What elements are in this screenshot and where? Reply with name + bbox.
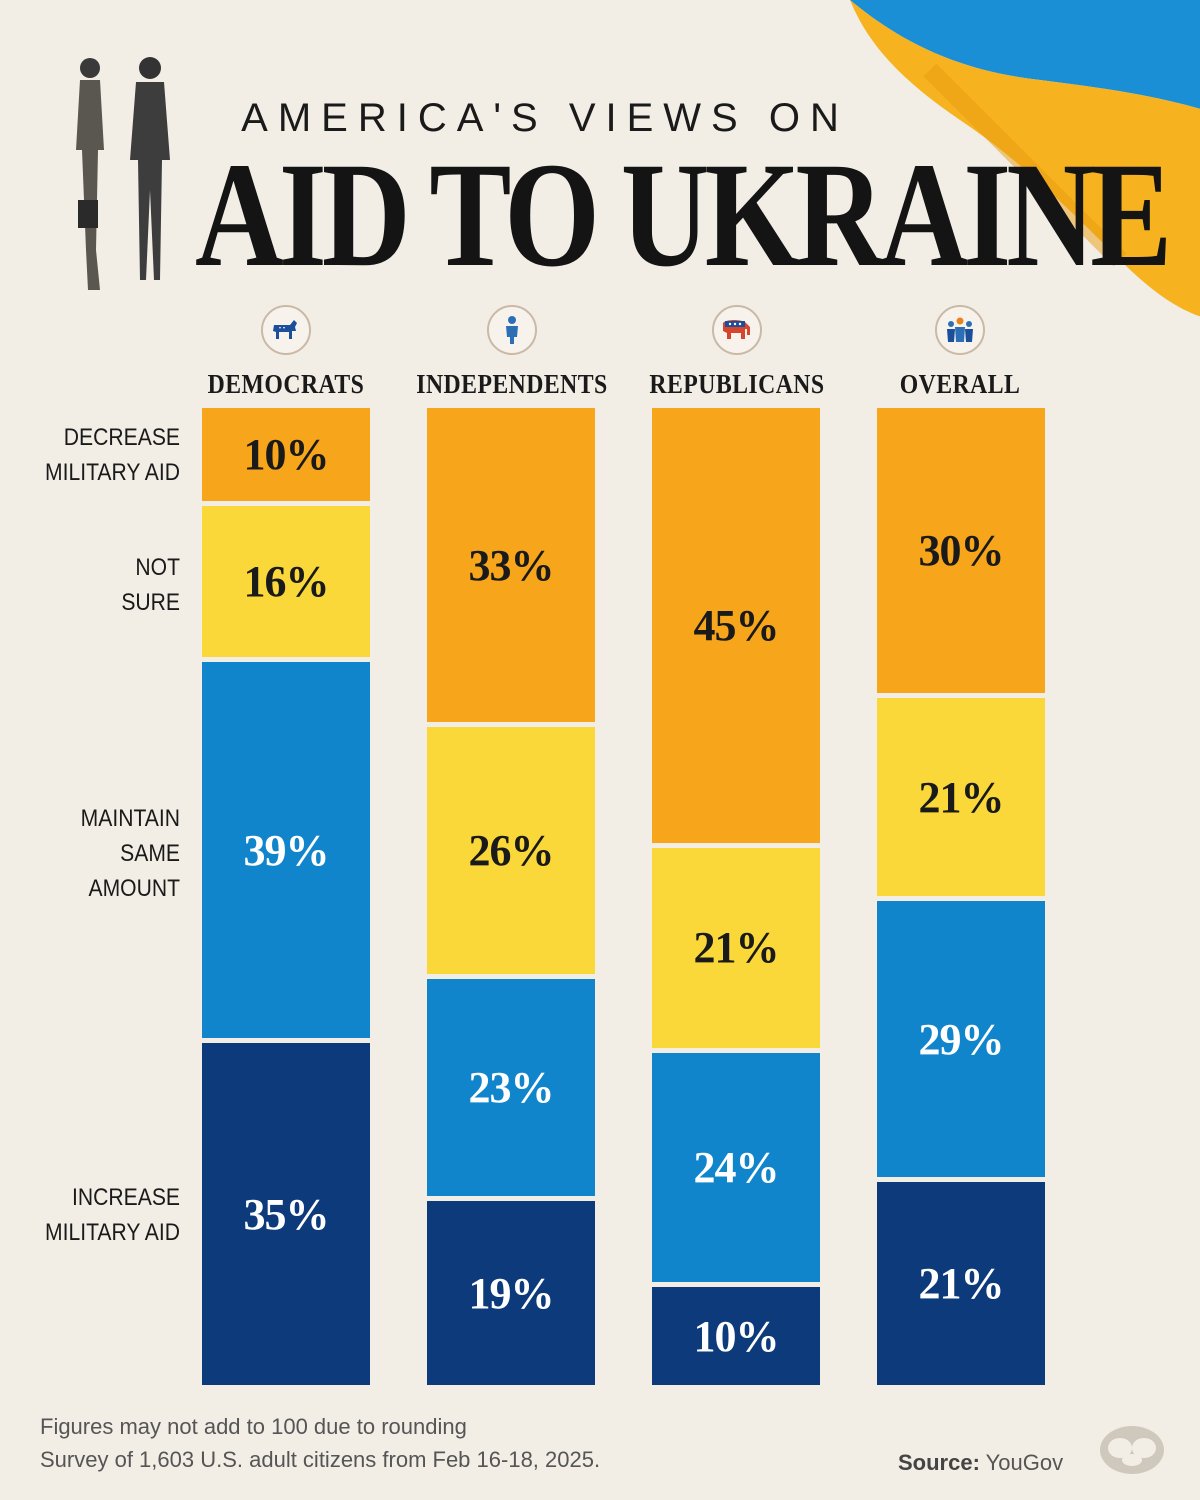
ukraine-flag-illustration bbox=[850, 0, 1200, 317]
data-label: 39% bbox=[243, 825, 330, 875]
data-label: 21% bbox=[693, 923, 780, 973]
source-value: YouGov bbox=[985, 1450, 1064, 1475]
bar-segment: 33% bbox=[427, 408, 595, 723]
group-header-independents: INDEPENDENTS bbox=[400, 305, 624, 400]
bar-segment: 26% bbox=[427, 727, 595, 974]
data-label: 16% bbox=[243, 556, 330, 606]
bar-segment: 21% bbox=[652, 847, 820, 1048]
data-label: 30% bbox=[918, 526, 1005, 576]
bar-segment: 45% bbox=[652, 408, 820, 843]
data-label: 29% bbox=[918, 1014, 1005, 1064]
data-label: 21% bbox=[918, 772, 1005, 822]
data-label: 10% bbox=[243, 429, 330, 479]
data-label: 35% bbox=[243, 1189, 330, 1239]
data-label: 33% bbox=[468, 540, 555, 590]
kicker-title: AMERICA'S VIEWS ON bbox=[241, 96, 849, 140]
data-label: 23% bbox=[468, 1062, 555, 1112]
bar-segment: 29% bbox=[877, 901, 1045, 1177]
group-name: INDEPENDENTS bbox=[416, 369, 608, 399]
bar-segment: 16% bbox=[202, 505, 370, 657]
bar-segment: 21% bbox=[877, 1181, 1045, 1385]
donkey-icon bbox=[261, 305, 311, 355]
bar-segment: 24% bbox=[652, 1052, 820, 1283]
source-credit: Source: YouGov bbox=[898, 1450, 1063, 1476]
data-label: 21% bbox=[918, 1258, 1005, 1308]
row-label-line: MILITARY AID bbox=[45, 1219, 181, 1246]
people-illustration bbox=[76, 57, 170, 290]
row-label-line: AMOUNT bbox=[88, 875, 180, 902]
elephant-icon bbox=[712, 305, 762, 355]
data-label: 45% bbox=[693, 600, 780, 650]
row-label-line: MAINTAIN bbox=[80, 805, 180, 832]
source-label: Source: bbox=[898, 1450, 980, 1475]
bar-segment: 10% bbox=[652, 1287, 820, 1385]
row-label-not-sure: NOT SURE bbox=[30, 550, 180, 620]
row-label-line: SAME bbox=[120, 840, 180, 867]
group-name: OVERALL bbox=[899, 369, 1021, 399]
bar-segment: 10% bbox=[202, 408, 370, 501]
row-label-line: SURE bbox=[121, 589, 180, 616]
row-label-line: NOT bbox=[135, 554, 180, 581]
publisher-logo-icon bbox=[1100, 1426, 1164, 1474]
bar-segment: 39% bbox=[202, 662, 370, 1039]
row-label-line: MILITARY AID bbox=[45, 459, 181, 486]
row-label-maintain: MAINTAIN SAME AMOUNT bbox=[30, 801, 180, 906]
people-group-icon bbox=[935, 305, 985, 355]
bar-segment: 21% bbox=[877, 698, 1045, 897]
row-label-line: DECREASE bbox=[63, 424, 180, 451]
data-label: 26% bbox=[468, 825, 555, 875]
data-label: 19% bbox=[468, 1268, 555, 1318]
bar-segment: 19% bbox=[427, 1201, 595, 1385]
row-label-decrease: DECREASE MILITARY AID bbox=[30, 420, 180, 490]
group-header-democrats: DEMOCRATS bbox=[174, 305, 398, 400]
group-name: DEMOCRATS bbox=[207, 369, 365, 399]
row-label-increase: INCREASE MILITARY AID bbox=[30, 1180, 180, 1250]
data-label: 24% bbox=[693, 1143, 780, 1193]
bar-segment: 30% bbox=[877, 408, 1045, 694]
group-header-overall: OVERALL bbox=[848, 305, 1072, 400]
row-label-line: INCREASE bbox=[72, 1184, 180, 1211]
group-header-republicans: REPUBLICANS bbox=[625, 305, 849, 400]
footnote-survey: Survey of 1,603 U.S. adult citizens from… bbox=[40, 1447, 601, 1472]
bar-segment: 35% bbox=[202, 1043, 370, 1385]
data-label: 10% bbox=[693, 1311, 780, 1361]
bar-segment: 23% bbox=[427, 978, 595, 1197]
footnote-rounding: Figures may not add to 100 due to roundi… bbox=[40, 1414, 467, 1439]
person-icon bbox=[487, 305, 537, 355]
group-name: REPUBLICANS bbox=[649, 369, 825, 399]
